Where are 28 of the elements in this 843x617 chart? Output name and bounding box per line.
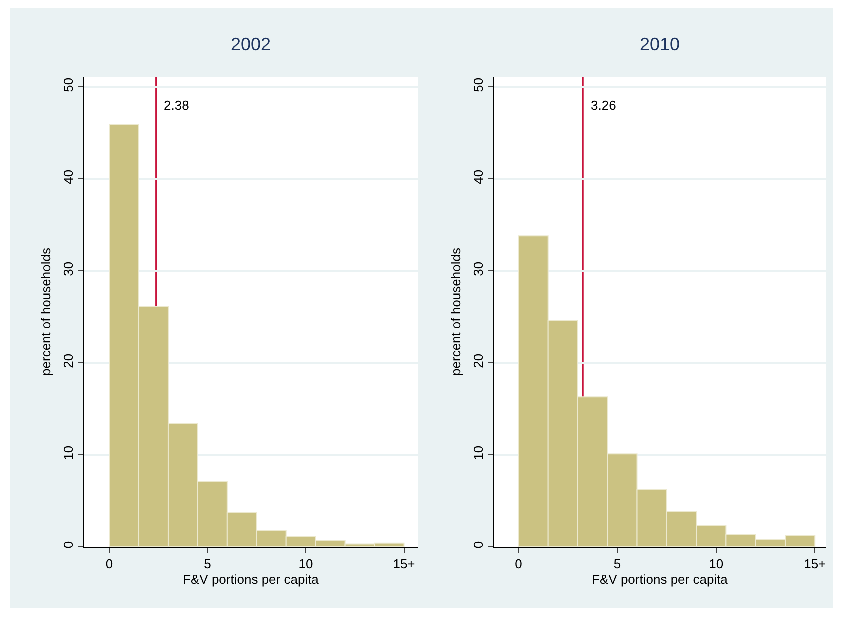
y-tick-label: 10 (60, 446, 76, 460)
y-tick-label: 50 (470, 78, 486, 92)
ref-line-label: 2.38 (164, 98, 190, 113)
y-tick-label: 40 (470, 170, 486, 184)
x-tick-label: 10 (298, 556, 314, 572)
y-tick-label: 10 (470, 446, 486, 460)
y-axis-title: percent of households (448, 248, 464, 376)
chart-title: 2002 (230, 34, 272, 55)
x-tick-label: 10 (709, 556, 724, 572)
y-axis-title: percent of households (38, 248, 54, 376)
y-tick-label: 20 (470, 354, 486, 368)
y-tick-label: 30 (470, 262, 486, 276)
x-tick-label: 5 (614, 556, 622, 572)
y-tick-label: 20 (60, 354, 76, 368)
y-tick-label: 0 (60, 541, 76, 549)
x-tick-label: 0 (106, 556, 114, 572)
x-tick-label: 0 (515, 556, 522, 572)
x-axis-title: F&V portions per capita (592, 572, 729, 588)
x-axis-title: F&V portions per capita (183, 572, 320, 588)
x-tick-label: 15+ (393, 556, 416, 572)
y-tick-label: 30 (60, 262, 76, 276)
ref-line-label: 3.26 (591, 98, 616, 113)
y-tick-label: 40 (60, 170, 76, 184)
x-tick-label: 15+ (804, 556, 826, 572)
y-tick-label: 0 (470, 541, 486, 549)
x-tick-label: 5 (204, 556, 212, 572)
y-tick-label: 50 (60, 78, 76, 92)
chart-title: 2010 (640, 34, 680, 55)
